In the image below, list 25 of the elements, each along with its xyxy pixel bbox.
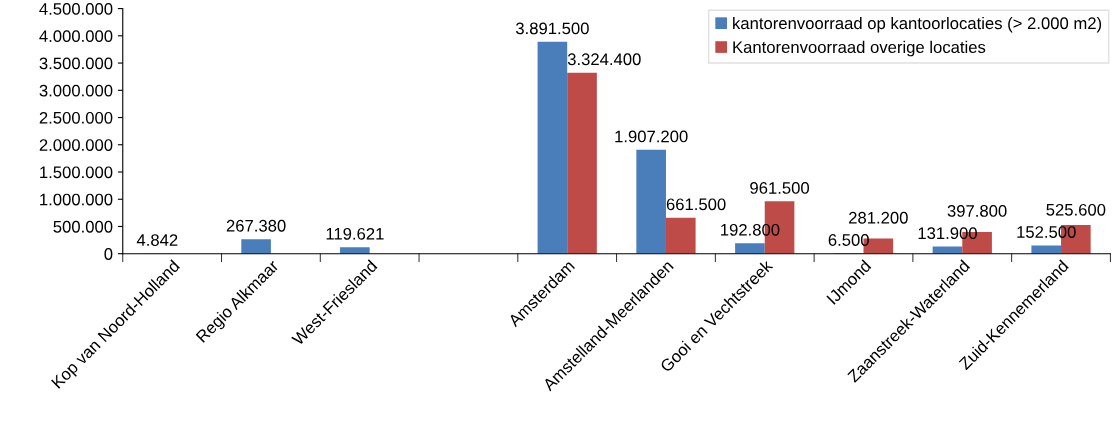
y-tick-label: 1.000.000 (40, 193, 113, 206)
data-label: 3.324.400 (567, 53, 641, 66)
data-label: 4.842 (136, 234, 178, 246)
data-label: 119.621 (326, 227, 384, 240)
data-label: 525.600 (1046, 203, 1106, 216)
y-tick-label: 2.000.000 (39, 139, 113, 151)
data-label: 281.200 (849, 211, 908, 224)
data-label: 961.500 (750, 182, 810, 194)
data-label: 131.900 (918, 227, 977, 240)
legend-label: kantorenvoorraad op kantoorlocaties (> 2.000 m2) (733, 16, 1102, 33)
legend-label: Kantorenvoorraad overige locaties (733, 40, 986, 57)
data-label: 267.380 (226, 219, 286, 232)
y-tick-label: 0 (104, 248, 113, 260)
y-tick-label: 4.500.000 (39, 3, 113, 15)
data-label: 397.800 (947, 205, 1007, 217)
y-tick-label: 3.500.000 (39, 57, 113, 70)
y-tick-label: 500.000 (53, 220, 113, 233)
data-label: 661.500 (666, 198, 726, 211)
data-label: 6.500 (828, 234, 869, 246)
y-tick-label: 3.000.000 (39, 84, 113, 97)
y-tick-label: 2.500.000 (39, 111, 113, 124)
y-tick-label: 1.500.000 (40, 166, 113, 179)
y-tick-label: 4.000.000 (39, 30, 113, 43)
data-label: 3.891.500 (515, 22, 589, 35)
data-label: 1.907.200 (615, 130, 688, 143)
